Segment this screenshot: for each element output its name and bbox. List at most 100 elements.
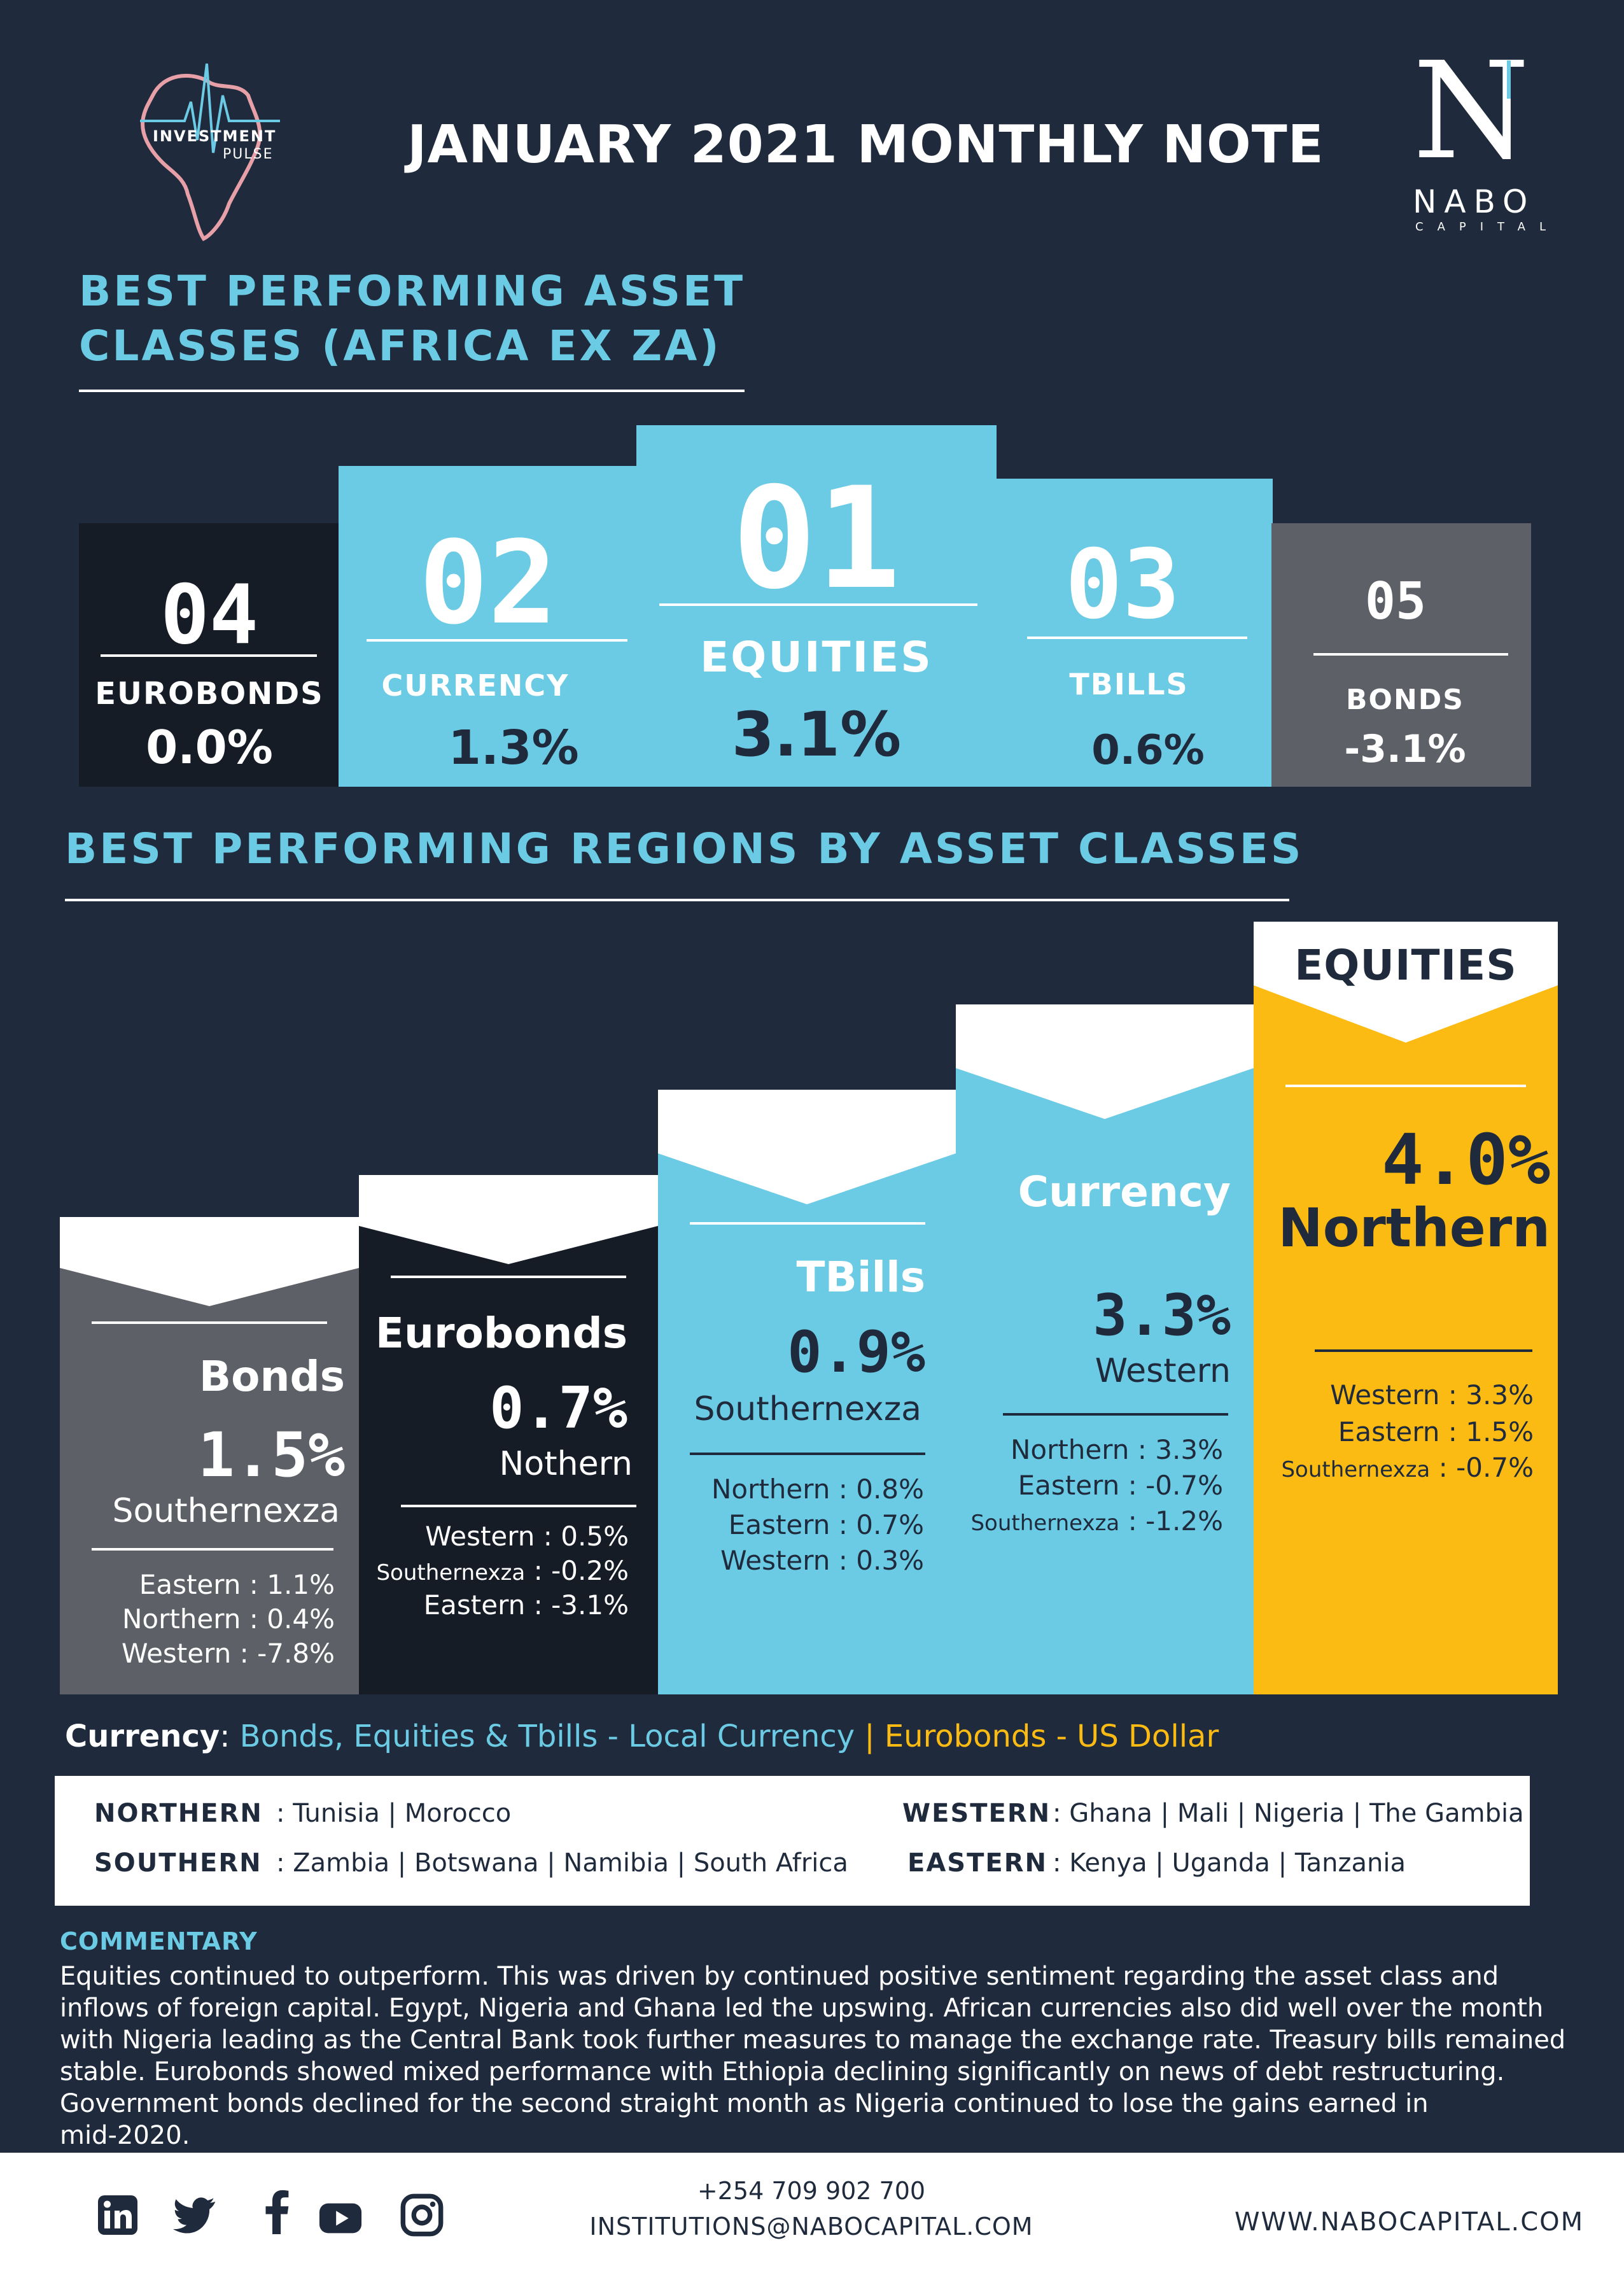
rank-divider: [1313, 653, 1508, 656]
rank-divider: [101, 654, 317, 657]
rank-number: 02: [419, 517, 557, 650]
col-top-value: 0.7%: [489, 1375, 627, 1442]
legend-southern-key: SOUTHERN: [94, 1848, 262, 1878]
currency-note-local: Bonds, Equities & Tbills - Local Currenc…: [230, 1719, 855, 1754]
col-other-row: Eastern : -3.1%: [423, 1589, 629, 1621]
brand-letter: N: [1413, 33, 1530, 189]
section1-underline: [79, 390, 745, 392]
logo-line1: INVESTMENT: [153, 127, 277, 145]
col-divider: [1285, 1085, 1526, 1087]
footer: +254 709 902 700 INSTITUTIONS@NABOCAPITA…: [0, 2153, 1624, 2280]
legend-eastern-key: EASTERN: [907, 1848, 1047, 1878]
legend-western-val: : Ghana | Mali | Nigeria | The Gambia: [1053, 1799, 1524, 1828]
footer-email[interactable]: INSTITUTIONS@NABOCAPITAL.COM: [589, 2213, 1033, 2241]
youtube-icon[interactable]: [318, 2196, 363, 2241]
brand-name: NABO: [1413, 183, 1536, 220]
legend-northern-val: : Tunisia | Morocco: [276, 1799, 512, 1828]
section1-title-line1: BEST PERFORMING ASSET: [79, 267, 746, 316]
page-title: JANUARY 2021 MONTHLY NOTE: [407, 115, 1324, 175]
commentary-line: inflows of foreign capital. Egypt, Niger…: [60, 1994, 1544, 2023]
col-top-region: Southernexza: [694, 1390, 921, 1428]
col-top-value: 0.9%: [787, 1319, 925, 1386]
rank-card-equities: 01 EQUITIES 3.1%: [636, 425, 997, 787]
rank-name: BONDS: [1346, 684, 1464, 716]
col-divider-2: [1315, 1349, 1532, 1352]
col-asset-name: TBills: [796, 1253, 925, 1302]
col-other-row: Western : 0.5%: [425, 1521, 629, 1552]
col-other-row: Eastern : 1.5%: [1338, 1416, 1534, 1447]
rank-number: 01: [732, 457, 901, 620]
col-other-row: Northern : 0.4%: [122, 1603, 335, 1635]
col-divider: [690, 1222, 925, 1225]
col-top-value: 3.3%: [1093, 1282, 1231, 1349]
rank-divider: [659, 603, 977, 606]
brand-sub: CAPITAL: [1415, 220, 1560, 234]
region-legend: NORTHERN : Tunisia | Morocco SOUTHERN : …: [55, 1776, 1530, 1906]
col-other-row: Eastern : 0.7%: [728, 1509, 924, 1540]
col-other-row: Eastern : 1.1%: [139, 1569, 335, 1600]
col-top-region: Northern: [1278, 1197, 1550, 1259]
col-other-row: Western : 0.3%: [720, 1545, 924, 1576]
chevron-header: [658, 1090, 956, 1204]
region-col-tbills: TBills 0.9% Southernexza Northern : 0.8%…: [658, 1090, 956, 1694]
col-top-region: Southernexza: [112, 1492, 340, 1530]
col-other-row: Southernexza : -0.7%: [1281, 1452, 1534, 1483]
col-other-row: Western : 3.3%: [1330, 1379, 1534, 1411]
linkedin-icon[interactable]: [95, 2193, 140, 2237]
col-divider: [391, 1276, 626, 1278]
rank-name: EUROBONDS: [95, 676, 324, 712]
rank-name: CURRENCY: [381, 668, 570, 703]
commentary-line: stable. Eurobonds showed mixed performan…: [60, 2057, 1505, 2086]
rank-number: 05: [1364, 572, 1427, 631]
rank-divider: [1027, 637, 1247, 639]
section1-title-line2: CLASSES (AFRICA EX ZA): [79, 321, 722, 370]
region-col-equities: EQUITIES 4.0% Northern Western : 3.3% Ea…: [1254, 922, 1558, 1694]
footer-website[interactable]: WWW.NABOCAPITAL.COM: [1235, 2207, 1585, 2237]
rank-value: 1.3%: [448, 721, 579, 775]
rank-value: 3.1%: [731, 699, 902, 770]
rank-card-tbills: 03 TBILLS 0.6%: [995, 479, 1273, 787]
instagram-icon[interactable]: [400, 2193, 444, 2237]
brand-accent: [1507, 60, 1511, 99]
twitter-icon[interactable]: [173, 2193, 218, 2237]
currency-note: Currency: Bonds, Equities & Tbills - Loc…: [65, 1719, 1219, 1754]
col-other-row: Eastern : -0.7%: [1018, 1470, 1223, 1501]
legend-northern-key: NORTHERN: [94, 1799, 263, 1828]
logo-line2: PULSE: [223, 146, 274, 162]
col-other-row: Northern : 0.8%: [711, 1474, 924, 1505]
rank-card-bonds: 05 BONDS -3.1%: [1271, 523, 1531, 787]
region-col-currency: Currency 3.3% Western Northern : 3.3% Ea…: [956, 1004, 1254, 1694]
facebook-icon[interactable]: [255, 2190, 299, 2234]
col-other-row: Western : -7.8%: [122, 1638, 335, 1669]
section2-underline: [65, 899, 1289, 901]
currency-note-label: Currency: [65, 1719, 220, 1754]
col-other-row: Northern : 3.3%: [1010, 1434, 1223, 1465]
legend-western-key: WESTERN: [902, 1799, 1051, 1828]
commentary-line: Equities continued to outperform. This w…: [60, 1962, 1499, 1991]
rank-card-currency: 02 CURRENCY 1.3%: [339, 466, 638, 787]
col-asset-name: Currency: [1018, 1167, 1231, 1216]
footer-phone[interactable]: +254 709 902 700: [697, 2177, 926, 2205]
col-asset-name: EQUITIES: [1294, 941, 1517, 990]
col-top-region: Nothern: [499, 1445, 633, 1483]
col-divider-2: [92, 1548, 333, 1551]
commentary-line: with Nigeria leading as the Central Bank…: [60, 2025, 1566, 2055]
nabo-logo: N NABO CAPITAL: [1400, 45, 1553, 236]
rank-number: 03: [1065, 530, 1180, 640]
rank-value: 0.0%: [146, 721, 273, 774]
legend-eastern-val: : Kenya | Uganda | Tanzania: [1053, 1848, 1406, 1878]
col-divider: [1003, 1413, 1228, 1416]
rank-divider: [367, 639, 627, 642]
chevron-header: [956, 1004, 1254, 1119]
rank-value: -3.1%: [1344, 727, 1466, 771]
commentary-title: COMMENTARY: [60, 1927, 258, 1955]
col-top-value: 4.0%: [1382, 1119, 1550, 1200]
col-divider: [92, 1321, 327, 1324]
region-col-eurobonds: Eurobonds 0.7% Nothern Western : 0.5% So…: [359, 1175, 658, 1694]
col-other-row: Southernexza : -0.2%: [376, 1555, 629, 1586]
col-asset-name: Eurobonds: [375, 1309, 627, 1358]
section2-title: BEST PERFORMING REGIONS BY ASSET CLASSES: [65, 824, 1304, 873]
col-top-value: 1.5%: [197, 1419, 345, 1491]
col-asset-name: Bonds: [199, 1352, 345, 1401]
region-col-bonds: Bonds 1.5% Southernexza Eastern : 1.1% N…: [60, 1217, 359, 1694]
